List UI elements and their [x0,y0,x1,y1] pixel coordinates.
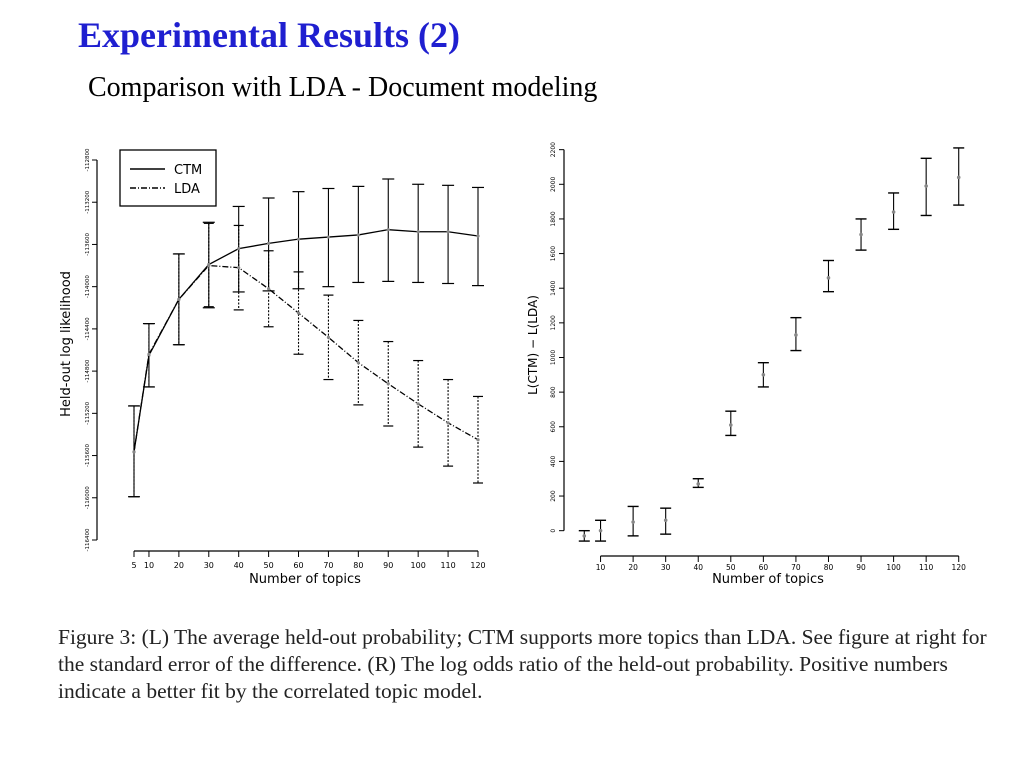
chart-left-y-tick-label: -115600 [85,444,91,467]
data-point-lda [267,287,271,291]
chart-right-x-tick-label: 10 [596,563,606,572]
data-point-ctm [267,241,271,245]
chart-right-y-tick-label: 2200 [550,142,557,157]
chart-left-x-tick-label: 20 [174,561,184,570]
chart-right-y-tick-label: 1200 [550,315,557,330]
chart-right-x-tick-label: 20 [628,563,638,572]
data-point-ctm [326,235,331,239]
slide-subtitle: Comparison with LDA - Document modeling [88,72,598,103]
data-point-difference [956,175,961,180]
slide-title: Experimental Results (2) [78,15,460,55]
chart-right-y-tick-label: 1000 [550,350,557,365]
chart-left-y-tick-label: -114800 [85,359,91,382]
chart-left-x-tick-label: 90 [383,561,393,570]
chart-right-x-tick-label: 80 [824,563,834,572]
data-point-lda [237,266,241,270]
chart-right-x-tick-label: 60 [759,563,769,572]
chart-left-x-tick-label: 40 [234,561,244,570]
chart-left-x-axis-label: Number of topics [249,572,361,587]
chart-right-x-tick-label: 110 [919,563,934,572]
legend-ctm-label: CTM [174,163,202,178]
legend-box [119,149,217,207]
chart-left-y-tick-label: -114400 [85,317,91,340]
chart-right-y-tick-label: 1600 [550,246,557,261]
figure-caption: Figure 3: (L) The average held-out proba… [58,625,987,703]
chart-right-x-tick-label: 100 [886,563,901,572]
chart-right-y-tick-label: 800 [550,386,557,398]
chart-right-x-tick-label: 30 [661,563,671,572]
data-point-ctm [237,247,241,251]
chart-right-x-tick-label: 120 [952,563,967,572]
chart-right-x-tick-label: 40 [693,563,703,572]
chart-left-y-tick-label: -112800 [85,148,91,171]
chart-right-x-tick-label: 50 [726,563,736,572]
chart-left-x-tick-label: 30 [204,561,214,570]
data-point-lda [416,402,420,406]
data-point-difference [826,276,831,280]
chart-right-y-tick-label: 1400 [550,280,557,295]
data-point-lda [296,311,301,315]
data-point-difference [582,534,587,538]
chart-left-y-tick-label: -115200 [85,401,91,424]
chart-left-y-tick-label: -116000 [85,486,91,509]
data-point-lda [386,382,390,386]
chart-left-x-tick-label: 110 [440,561,455,570]
data-point-difference [761,373,766,377]
data-point-ctm [416,230,420,234]
data-point-lda [147,352,151,356]
data-point-lda [326,335,331,339]
chart-right-y-axis-label: L(CTM) − L(LDA) [526,295,540,395]
chart-right-x-axis-label: Number of topics [712,572,824,587]
chart-left-y-axis-label: Held-out log likelihood [59,271,74,417]
chart-right-y-tick-label: 200 [550,490,557,502]
data-point-difference [598,528,603,533]
chart-left-x-tick-label: 80 [353,561,363,570]
data-point-ctm [356,233,360,237]
chart-left-x-tick-label: 10 [144,561,154,570]
data-point-lda [446,421,450,425]
data-point-difference [663,518,668,523]
data-point-ctm [296,237,301,241]
chart-left-x-tick-label: 70 [323,561,333,570]
chart-left-x-tick-label: 5 [131,561,136,570]
chart-right-y-tick-label: 1800 [550,211,557,226]
chart-left-legend: CTM LDA [119,149,217,207]
data-point-difference [794,333,798,337]
data-point-lda [132,450,136,454]
data-point-ctm [446,230,450,234]
chart-right-y-tick-label: 400 [550,455,557,467]
chart-left-x-tick-label: 50 [264,561,274,570]
chart-right-x-tick-label: 90 [856,563,866,572]
data-point-difference [696,482,701,486]
data-point-lda [177,297,181,301]
data-point-difference [729,423,733,427]
chart-left-y-tick-label: -114000 [85,275,91,298]
data-point-difference [924,184,928,188]
data-point-difference [891,210,896,214]
data-point-lda [356,361,360,365]
data-point-lda [207,263,211,268]
data-point-ctm [386,228,390,232]
chart-left-x-tick-label: 60 [293,561,303,570]
chart-right-y-tick-label: 2000 [550,176,557,191]
chart-right-y-tick-label: 600 [550,421,557,433]
chart-left-x-tick-label: 100 [411,561,426,570]
legend-lda-label: LDA [174,182,200,197]
chart-right-y-tick-label: 0 [550,529,557,533]
chart-right-x-tick-label: 70 [791,563,801,572]
chart-left-x-tick-label: 120 [470,561,485,570]
data-point-difference [859,232,863,237]
data-point-difference [631,520,635,524]
chart-left-y-tick-label: -116400 [85,528,91,551]
chart-left-y-tick-label: -113200 [85,190,91,213]
data-point-lda [476,438,480,442]
data-point-ctm [476,234,480,238]
chart-left-y-tick-label: -113600 [85,232,91,255]
